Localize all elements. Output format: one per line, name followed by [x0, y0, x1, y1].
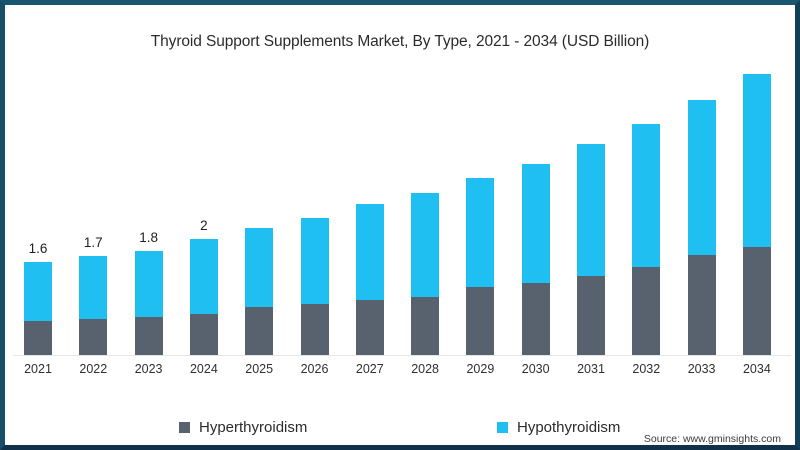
- bar-segment-hypothyroidism[interactable]: [24, 262, 52, 321]
- chart-title: Thyroid Support Supplements Market, By T…: [150, 33, 650, 50]
- stacked-bar[interactable]: [24, 262, 52, 355]
- bar-segment-hyperthyroidism[interactable]: [577, 275, 605, 355]
- bar-segment-hypothyroidism[interactable]: [521, 163, 550, 283]
- stacked-bar[interactable]: [466, 177, 495, 355]
- bar-segment-hypothyroidism[interactable]: [355, 204, 384, 301]
- plot-area: 1.6 1.7 1.8 2: [5, 65, 795, 355]
- bar-segment-hyperthyroidism[interactable]: [466, 287, 495, 355]
- x-axis-tick-2022: 2022: [79, 362, 108, 376]
- legend-item-hyperthyroidism[interactable]: Hyperthyroidism: [179, 419, 307, 436]
- bar-segment-hyperthyroidism[interactable]: [134, 316, 163, 355]
- bar-segment-hypothyroidism[interactable]: [687, 100, 716, 256]
- bar-segment-hypothyroidism[interactable]: [577, 144, 605, 276]
- bar-segment-hypothyroidism[interactable]: [134, 250, 163, 317]
- bar-segment-hyperthyroidism[interactable]: [79, 319, 108, 355]
- source-attribution: Source: www.gminsights.com: [643, 433, 781, 445]
- bar-segment-hyperthyroidism[interactable]: [742, 247, 771, 355]
- stacked-bar[interactable]: [687, 100, 716, 355]
- bar-segment-hypothyroidism[interactable]: [632, 124, 661, 267]
- bar-segment-hyperthyroidism[interactable]: [245, 307, 274, 355]
- x-axis-tick-2028: 2028: [411, 362, 439, 376]
- bar-segment-hyperthyroidism[interactable]: [300, 303, 329, 355]
- legend-item-hypothyroidism[interactable]: Hypothyroidism: [497, 419, 620, 436]
- bar-segment-hypothyroidism[interactable]: [79, 256, 108, 320]
- stacked-bar[interactable]: [632, 124, 661, 355]
- x-axis-tick-2021: 2021: [24, 362, 52, 376]
- bar-segment-hyperthyroidism[interactable]: [189, 314, 218, 355]
- bar-segment-hypothyroidism[interactable]: [466, 177, 495, 288]
- x-axis-tick-2027: 2027: [355, 362, 384, 376]
- bar-segment-hyperthyroidism[interactable]: [411, 297, 440, 355]
- x-axis-tick-2026: 2026: [300, 362, 329, 376]
- stacked-bar[interactable]: [577, 144, 605, 355]
- stacked-bar[interactable]: [300, 217, 329, 355]
- x-axis-tick-2029: 2029: [466, 362, 495, 376]
- bar-segment-hypothyroidism[interactable]: [189, 239, 218, 315]
- bar-value-label: 1.6: [28, 241, 48, 257]
- x-axis-tick-2034: 2034: [742, 362, 771, 376]
- stacked-bar[interactable]: [355, 204, 384, 355]
- x-axis-tick-labels: 2021 2022 2023 2024 2025 2026 2027 2028 2029 2030…: [5, 362, 795, 382]
- bar-segment-hypothyroidism[interactable]: [300, 217, 329, 304]
- chart-legend: Hyperthyroidism Hypothyroidism: [5, 415, 795, 441]
- x-axis-tick-2030: 2030: [521, 362, 550, 376]
- legend-label-hypothyroidism: Hypothyroidism: [517, 419, 621, 436]
- bar-value-label: 1.7: [83, 235, 103, 251]
- chart-canvas: Thyroid Support Supplements Market, By T…: [5, 5, 795, 445]
- bar-segment-hyperthyroidism[interactable]: [632, 266, 661, 355]
- bar-value-label: 2: [200, 218, 208, 233]
- stacked-bar[interactable]: [742, 73, 771, 355]
- stacked-bar[interactable]: [189, 239, 218, 355]
- x-axis-tick-2032: 2032: [632, 362, 661, 376]
- bar-segment-hyperthyroidism[interactable]: [521, 282, 550, 355]
- x-axis-tick-2024: 2024: [189, 362, 218, 376]
- bar-value-label: 1.8: [139, 229, 158, 245]
- bar-segment-hyperthyroidism[interactable]: [355, 300, 384, 355]
- bar-segment-hypothyroidism[interactable]: [742, 73, 771, 248]
- stacked-bar[interactable]: [134, 250, 163, 355]
- stacked-bar[interactable]: [411, 193, 440, 355]
- legend-swatch-hypothyroidism-icon: [497, 422, 508, 433]
- x-axis-tick-2023: 2023: [134, 362, 163, 376]
- legend-label-hyperthyroidism: Hyperthyroidism: [199, 419, 308, 436]
- bar-segment-hyperthyroidism[interactable]: [24, 320, 52, 355]
- stacked-bar[interactable]: [521, 163, 550, 355]
- x-axis-tick-2025: 2025: [245, 362, 274, 376]
- bar-segment-hyperthyroidism[interactable]: [687, 255, 716, 355]
- bar-segment-hypothyroidism[interactable]: [245, 228, 274, 308]
- bar-segment-hypothyroidism[interactable]: [411, 193, 440, 297]
- x-axis-line: [13, 355, 791, 356]
- stacked-bar[interactable]: [79, 256, 108, 355]
- x-axis-tick-2031: 2031: [577, 362, 605, 376]
- legend-swatch-hyperthyroidism-icon: [179, 422, 190, 433]
- x-axis-tick-2033: 2033: [687, 362, 716, 376]
- stacked-bar[interactable]: [245, 228, 274, 355]
